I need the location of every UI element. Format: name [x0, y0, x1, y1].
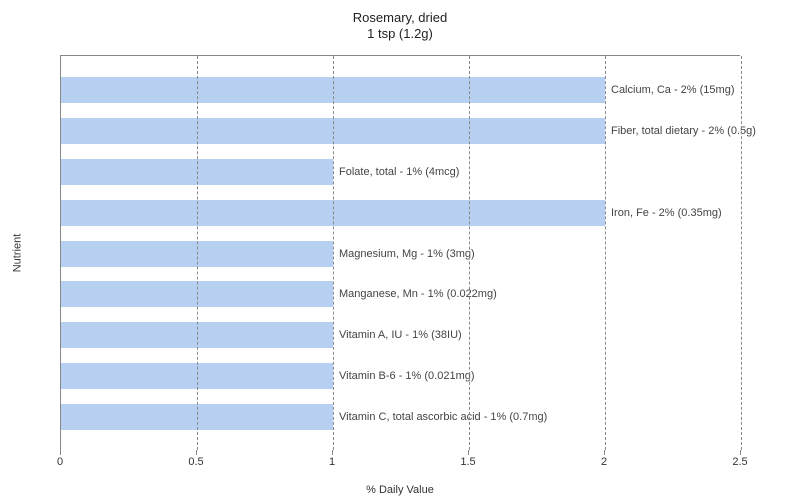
x-tick-label: 2.5 [732, 456, 747, 468]
bars-layer: Calcium, Ca - 2% (15mg)Fiber, total diet… [61, 56, 740, 450]
nutrient-chart: Rosemary, dried 1 tsp (1.2g) Nutrient Ca… [0, 0, 800, 500]
plot-area: Calcium, Ca - 2% (15mg)Fiber, total diet… [60, 55, 740, 450]
x-axis-title: % Daily Value [60, 484, 740, 496]
grid-line [605, 56, 606, 450]
x-tick-label: 2 [601, 456, 607, 468]
bar-label: Calcium, Ca - 2% (15mg) [605, 84, 734, 96]
bar-label: Manganese, Mn - 1% (0.022mg) [333, 288, 497, 300]
chart-title: Rosemary, dried 1 tsp (1.2g) [0, 0, 800, 43]
bar-label: Fiber, total dietary - 2% (0.5g) [605, 125, 756, 137]
grid-line [469, 56, 470, 450]
grid-line [197, 56, 198, 450]
x-tick-label: 1 [329, 456, 335, 468]
bar-label: Vitamin A, IU - 1% (38IU) [333, 329, 462, 341]
grid-line [741, 56, 742, 450]
bar-label: Vitamin B-6 - 1% (0.021mg) [333, 370, 475, 382]
grid-line [333, 56, 334, 450]
bar-label: Magnesium, Mg - 1% (3mg) [333, 248, 475, 260]
x-tick-label: 1.5 [460, 456, 475, 468]
bar-label: Vitamin C, total ascorbic acid - 1% (0.7… [333, 411, 547, 423]
bar-label: Folate, total - 1% (4mcg) [333, 166, 459, 178]
y-axis-title: Nutrient [10, 55, 28, 450]
x-tick-label: 0 [57, 456, 63, 468]
title-line-1: Rosemary, dried [0, 10, 800, 26]
bar-label: Iron, Fe - 2% (0.35mg) [605, 207, 722, 219]
x-tick-label: 0.5 [188, 456, 203, 468]
title-line-2: 1 tsp (1.2g) [0, 26, 800, 42]
x-ticks: 00.511.522.5 [60, 450, 740, 480]
